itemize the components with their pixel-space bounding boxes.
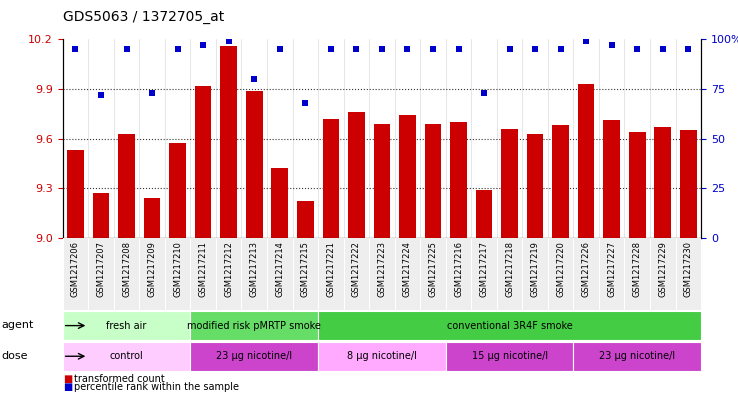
Bar xyxy=(450,122,467,238)
Point xyxy=(606,42,618,48)
Text: GSM1217207: GSM1217207 xyxy=(97,241,106,298)
Point xyxy=(632,46,644,52)
Text: GSM1217222: GSM1217222 xyxy=(352,241,361,297)
Bar xyxy=(578,84,595,238)
Text: GSM1217208: GSM1217208 xyxy=(122,241,131,298)
Text: GSM1217212: GSM1217212 xyxy=(224,241,233,297)
Text: 23 μg nicotine/l: 23 μg nicotine/l xyxy=(216,351,292,361)
Point xyxy=(401,46,413,52)
Bar xyxy=(348,112,365,238)
Point xyxy=(223,38,235,44)
Text: GSM1217229: GSM1217229 xyxy=(658,241,667,297)
Text: GSM1217224: GSM1217224 xyxy=(403,241,412,297)
Point xyxy=(683,46,694,52)
Bar xyxy=(604,120,620,238)
Text: GSM1217219: GSM1217219 xyxy=(531,241,539,297)
Bar xyxy=(67,150,84,238)
Bar xyxy=(680,130,697,238)
Text: GSM1217218: GSM1217218 xyxy=(505,241,514,298)
Point xyxy=(274,46,286,52)
Point xyxy=(427,46,439,52)
Bar xyxy=(501,129,518,238)
Point xyxy=(197,42,209,48)
Bar xyxy=(190,342,318,371)
Point xyxy=(504,46,516,52)
Bar xyxy=(424,124,441,238)
Text: conventional 3R4F smoke: conventional 3R4F smoke xyxy=(446,321,573,331)
Text: GSM1217221: GSM1217221 xyxy=(326,241,335,297)
Text: fresh air: fresh air xyxy=(106,321,147,331)
Text: transformed count: transformed count xyxy=(74,374,165,384)
Text: GSM1217210: GSM1217210 xyxy=(173,241,182,297)
Text: GSM1217214: GSM1217214 xyxy=(275,241,284,297)
Bar xyxy=(552,125,569,238)
Text: GSM1217215: GSM1217215 xyxy=(301,241,310,297)
Text: percentile rank within the sample: percentile rank within the sample xyxy=(74,382,239,392)
Bar xyxy=(246,90,263,238)
Point xyxy=(529,46,541,52)
Bar xyxy=(297,201,314,238)
Bar xyxy=(118,134,135,238)
Bar xyxy=(195,86,212,238)
Point xyxy=(555,46,567,52)
Text: agent: agent xyxy=(1,320,34,331)
Text: dose: dose xyxy=(1,351,28,361)
Point xyxy=(478,90,490,96)
Bar xyxy=(221,46,237,238)
Text: GSM1217211: GSM1217211 xyxy=(199,241,207,297)
Bar xyxy=(527,134,543,238)
Point xyxy=(325,46,337,52)
Point xyxy=(580,38,592,44)
Text: 8 μg nicotine/l: 8 μg nicotine/l xyxy=(347,351,417,361)
Point xyxy=(300,100,311,106)
Point xyxy=(657,46,669,52)
Text: modified risk pMRTP smoke: modified risk pMRTP smoke xyxy=(187,321,321,331)
Point xyxy=(95,92,107,98)
Bar xyxy=(63,311,190,340)
Text: GDS5063 / 1372705_at: GDS5063 / 1372705_at xyxy=(63,10,224,24)
Bar xyxy=(573,342,701,371)
Bar xyxy=(144,198,160,238)
Text: ■: ■ xyxy=(63,374,72,384)
Point xyxy=(452,46,464,52)
Text: GSM1217220: GSM1217220 xyxy=(556,241,565,297)
Text: GSM1217223: GSM1217223 xyxy=(377,241,387,298)
Bar xyxy=(323,119,339,238)
Bar xyxy=(272,168,288,238)
Bar xyxy=(93,193,109,238)
Text: GSM1217216: GSM1217216 xyxy=(454,241,463,298)
Bar xyxy=(190,311,318,340)
Text: GSM1217206: GSM1217206 xyxy=(71,241,80,298)
Point xyxy=(146,90,158,96)
Text: GSM1217228: GSM1217228 xyxy=(632,241,642,298)
Text: ■: ■ xyxy=(63,382,72,392)
Text: GSM1217217: GSM1217217 xyxy=(480,241,489,298)
Bar xyxy=(476,190,492,238)
Point xyxy=(69,46,81,52)
Text: 23 μg nicotine/l: 23 μg nicotine/l xyxy=(599,351,675,361)
Text: 15 μg nicotine/l: 15 μg nicotine/l xyxy=(472,351,548,361)
Bar xyxy=(318,311,701,340)
Bar xyxy=(318,342,446,371)
Text: GSM1217227: GSM1217227 xyxy=(607,241,616,298)
Point xyxy=(351,46,362,52)
Point xyxy=(172,46,184,52)
Text: GSM1217209: GSM1217209 xyxy=(148,241,156,297)
Text: GSM1217213: GSM1217213 xyxy=(249,241,259,298)
Bar xyxy=(655,127,671,238)
Text: GSM1217225: GSM1217225 xyxy=(429,241,438,297)
Bar xyxy=(63,342,190,371)
Text: GSM1217226: GSM1217226 xyxy=(582,241,590,298)
Bar xyxy=(169,143,186,238)
Bar xyxy=(373,124,390,238)
Bar xyxy=(446,342,573,371)
Point xyxy=(248,76,261,82)
Text: GSM1217230: GSM1217230 xyxy=(684,241,693,298)
Text: control: control xyxy=(110,351,143,361)
Bar xyxy=(629,132,646,238)
Point xyxy=(121,46,133,52)
Bar xyxy=(399,116,415,238)
Point xyxy=(376,46,388,52)
